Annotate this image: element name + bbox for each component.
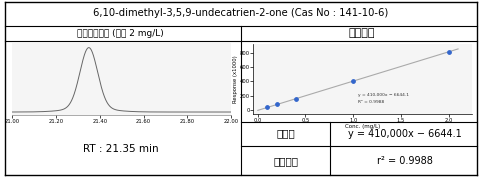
Point [264, 106, 271, 109]
Text: 크로마토그램 (농도 2 mg/L): 크로마토그램 (농도 2 mg/L) [77, 29, 164, 38]
Point [445, 50, 453, 53]
Point [273, 103, 281, 106]
Text: 상관계수: 상관계수 [273, 156, 298, 166]
Point [292, 97, 300, 100]
Text: 회귀식: 회귀식 [277, 129, 295, 139]
Point [349, 80, 357, 82]
X-axis label: Conc. (mg/L): Conc. (mg/L) [345, 124, 380, 129]
Text: 6,10-dimethyl-3,5,9-undecatrien-2-one (Cas No : 141-10-6): 6,10-dimethyl-3,5,9-undecatrien-2-one (C… [94, 8, 388, 18]
Text: RT : 21.35 min: RT : 21.35 min [83, 144, 158, 154]
Text: R² = 0.9988: R² = 0.9988 [358, 100, 384, 104]
Text: r² = 0.9988: r² = 0.9988 [377, 156, 433, 166]
Text: 검정공선: 검정공선 [348, 28, 375, 38]
Y-axis label: Response (x1000): Response (x1000) [233, 55, 238, 103]
Text: y = 410,000x − 6644.1: y = 410,000x − 6644.1 [348, 129, 462, 139]
Text: y = 410,000x − 6644.1: y = 410,000x − 6644.1 [358, 93, 409, 97]
